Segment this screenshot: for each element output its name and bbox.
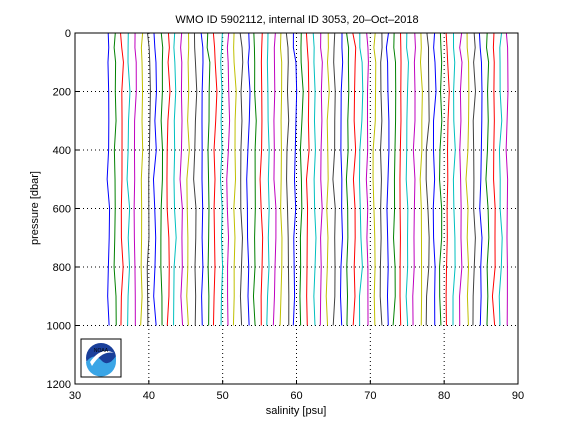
profile-line-58: [491, 32, 496, 326]
profile-line-0: [106, 32, 111, 326]
profile-line-45: [405, 32, 409, 326]
profile-line-41: [379, 32, 383, 326]
profile-line-15: [206, 32, 211, 326]
x-tick-label-50: 50: [217, 390, 229, 402]
profile-line-50: [439, 32, 443, 326]
profile-line-27: [285, 32, 290, 326]
profile-line-20: [239, 32, 244, 326]
profile-line-14: [200, 32, 204, 326]
profile-line-38: [358, 32, 364, 326]
x-tick-label-80: 80: [438, 390, 450, 402]
x-axis-title: salinity [psu]: [266, 405, 327, 417]
profile-line-36: [345, 32, 350, 326]
profile-line-17: [219, 32, 224, 326]
plot-area: 30 40 50 60 70 80 90 0 200 400 600 800 1000 1200: [47, 28, 525, 402]
profile-line-54: [465, 32, 470, 326]
profile-line-9: [166, 32, 171, 326]
y-tick-label-200: 200: [53, 87, 71, 99]
profile-line-6: [146, 32, 151, 326]
profile-line-57: [485, 32, 490, 326]
x-axis-ticks: 30 40 50 60 70 80 90: [69, 380, 524, 402]
grid-lines: [75, 33, 518, 384]
y-tick-label-1000: 1000: [47, 321, 71, 333]
profile-line-42: [385, 32, 390, 326]
profile-line-32: [319, 32, 323, 326]
x-tick-label-60: 60: [290, 390, 302, 402]
x-tick-label-40: 40: [143, 390, 155, 402]
y-axis-ticks: 0 200 400 600 800 1000 1200: [47, 28, 79, 391]
profile-line-48: [425, 32, 430, 326]
profile-line-2: [120, 32, 124, 326]
profile-line-7: [152, 32, 157, 326]
profile-line-1: [113, 32, 117, 326]
profile-line-19: [232, 32, 237, 326]
y-axis-title: pressure [dbar]: [29, 171, 41, 245]
profile-line-26: [279, 32, 283, 326]
profile-line-11: [179, 32, 184, 326]
profile-line-37: [352, 32, 357, 326]
profile-line-39: [365, 32, 369, 326]
profile-line-51: [445, 32, 450, 326]
profile-line-4: [133, 32, 137, 326]
profile-line-12: [186, 32, 190, 326]
profile-line-18: [226, 32, 231, 326]
profile-line-47: [419, 32, 423, 326]
y-tick-label-0: 0: [65, 28, 71, 40]
profile-line-25: [272, 32, 277, 326]
x-tick-label-70: 70: [364, 390, 376, 402]
profile-line-3: [126, 32, 131, 326]
y-tick-label-600: 600: [53, 204, 71, 216]
profile-line-60: [505, 32, 509, 326]
noaa-logo-text: NOAA: [94, 348, 109, 354]
profile-line-21: [246, 32, 251, 326]
profile-line-49: [432, 32, 437, 326]
profile-line-33: [325, 32, 330, 326]
profile-line-28: [292, 32, 298, 326]
y-tick-label-400: 400: [53, 145, 71, 157]
profile-line-35: [339, 32, 344, 326]
profile-line-56: [478, 32, 483, 326]
profile-line-29: [299, 32, 304, 326]
profile-line-30: [305, 32, 310, 326]
noaa-logo: NOAA: [80, 338, 122, 378]
y-tick-label-800: 800: [53, 262, 71, 274]
profile-line-53: [459, 32, 463, 326]
profile-line-52: [452, 32, 456, 326]
profile-line-13: [193, 32, 198, 326]
profile-line-22: [252, 32, 257, 326]
profile-line-55: [472, 32, 476, 326]
y-tick-label-1200: 1200: [47, 379, 71, 391]
profile-line-59: [498, 32, 503, 326]
profile-line-44: [399, 32, 402, 326]
profile-line-24: [266, 32, 270, 326]
x-tick-label-30: 30: [69, 390, 81, 402]
profile-line-10: [173, 32, 177, 326]
profile-line-8: [160, 32, 164, 326]
chart-title: WMO ID 5902112, internal ID 3053, 20–Oct…: [175, 14, 418, 26]
profile-line-23: [259, 32, 264, 326]
profile-line-5: [140, 32, 144, 326]
profile-line-34: [332, 32, 336, 326]
x-tick-label-90: 90: [512, 390, 524, 402]
profiles-group: [106, 32, 509, 326]
profile-line-43: [392, 32, 397, 326]
profile-line-16: [212, 32, 218, 326]
profile-line-31: [312, 32, 317, 326]
profile-line-46: [412, 32, 416, 326]
profile-line-40: [372, 32, 377, 326]
